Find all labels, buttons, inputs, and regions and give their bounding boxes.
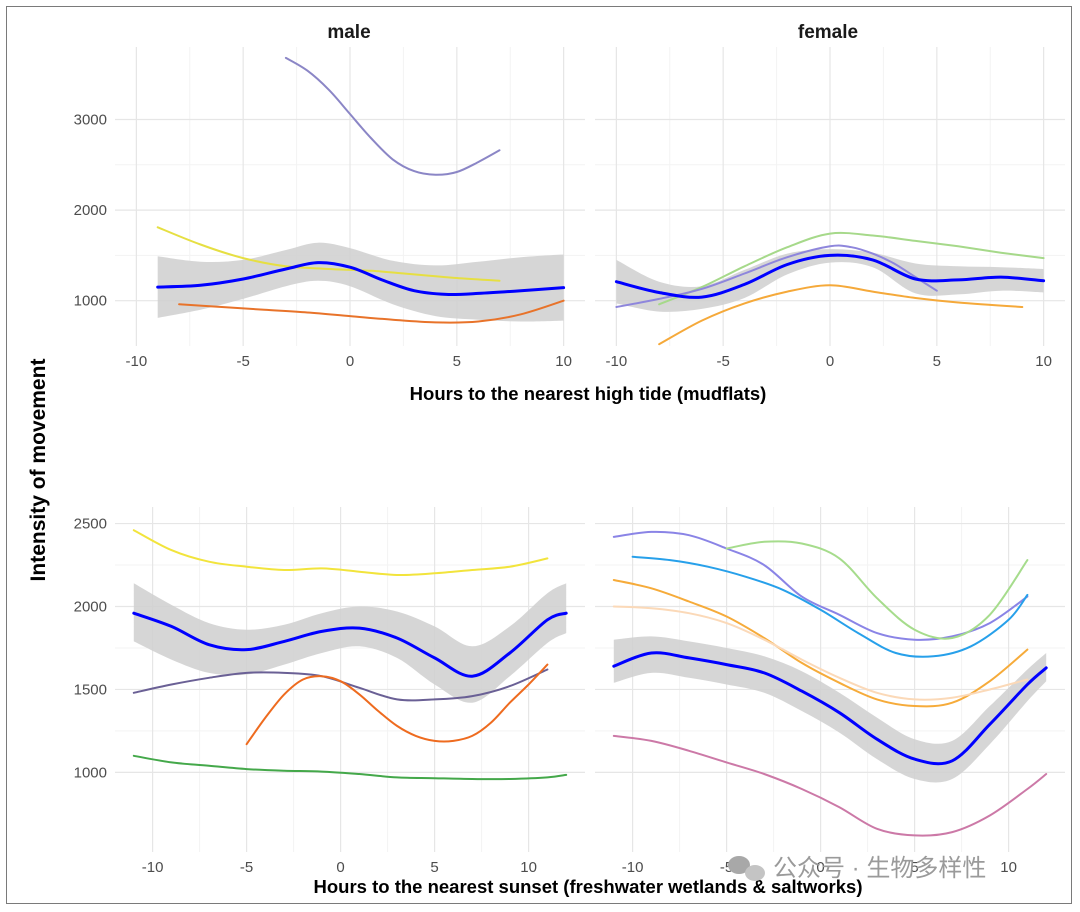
x-tick-label: 0 [336, 859, 344, 876]
x-tick-label: -10 [622, 859, 644, 876]
wechat-icon [728, 856, 765, 881]
y-tick-label: 2500 [74, 516, 107, 533]
panel-tide-male: -10 -5 0 5 10 1000 2000 3000 [74, 47, 585, 370]
y-tick-label: 3000 [74, 111, 107, 128]
watermark: 公众号 · 生物多样性 [728, 855, 986, 882]
series-line-bird-orange [245, 663, 549, 746]
series-line-bird-blue [631, 555, 1029, 658]
series-line-bird-pink [612, 734, 1048, 837]
x-axis-title-tide: Hours to the nearest high tide (mudflats… [410, 383, 767, 404]
series-line-bird-green [658, 231, 1045, 306]
x-tick-label: -5 [717, 353, 730, 370]
watermark-text: 公众号 · 生物多样性 [773, 855, 986, 882]
chart-frame: male female Intensity of movement Hours … [6, 6, 1072, 904]
x-axis-title-sunset: Hours to the nearest sunset (freshwater … [314, 876, 863, 897]
series-line-bird-orange [178, 299, 565, 324]
panel-tide-female: -10 -5 0 5 10 [595, 47, 1065, 370]
series-line-bird-lavender [612, 530, 1029, 641]
y-tick-label: 2000 [74, 599, 107, 616]
series-line-bird-green [725, 540, 1029, 640]
faceted-line-chart: male female Intensity of movement Hours … [27, 22, 1065, 897]
panels-layer: -10 -5 0 5 10 1000 2000 3000 -10 -5 0 5 10 -10 -5 0 5 10 1… [74, 47, 1065, 876]
panel-sunset-male: -10 -5 0 5 10 1000 1500 2000 2500 [74, 507, 585, 876]
series-line-bird-lavender [615, 244, 938, 308]
series-line-bird-orange [658, 284, 1024, 346]
x-tick-label: -10 [606, 353, 628, 370]
x-tick-label: 10 [1035, 353, 1052, 370]
series-line-bird-yellow [132, 529, 549, 577]
x-tick-label: 10 [555, 353, 572, 370]
y-axis-title: Intensity of movement [27, 359, 50, 582]
x-tick-label: 5 [933, 353, 941, 370]
facet-title-female: female [798, 22, 858, 43]
x-tick-label: -10 [142, 859, 164, 876]
x-tick-label: 0 [346, 353, 354, 370]
x-tick-label: 10 [1000, 859, 1017, 876]
x-tick-label: 0 [816, 859, 824, 876]
trend-line [614, 253, 1046, 299]
trend-line [612, 651, 1048, 766]
y-tick-label: 1000 [74, 293, 107, 310]
confidence-band [613, 636, 1047, 783]
series-line-bird-green [132, 754, 568, 781]
x-tick-label: -5 [237, 353, 250, 370]
y-tick-label: 2000 [74, 202, 107, 219]
x-tick-label: 0 [826, 353, 834, 370]
trend-line [132, 611, 568, 678]
series-line-bird-peach [612, 605, 1029, 701]
x-tick-label: 5 [453, 353, 461, 370]
confidence-band [616, 249, 1044, 312]
series-line-bird-orange [612, 579, 1029, 708]
x-tick-label: -10 [126, 353, 148, 370]
series-line-bird-purple [284, 56, 501, 176]
x-tick-label: 5 [430, 859, 438, 876]
x-tick-label: 10 [520, 859, 537, 876]
panel-sunset-female: -10 -5 0 5 10 [595, 507, 1065, 876]
trend-line [156, 261, 566, 297]
series-line-bird-yellow [156, 226, 501, 282]
x-tick-label: 5 [910, 859, 918, 876]
y-tick-label: 1000 [74, 764, 107, 781]
y-tick-label: 1500 [74, 681, 107, 698]
x-tick-label: -5 [240, 859, 253, 876]
facet-title-male: male [327, 22, 370, 43]
